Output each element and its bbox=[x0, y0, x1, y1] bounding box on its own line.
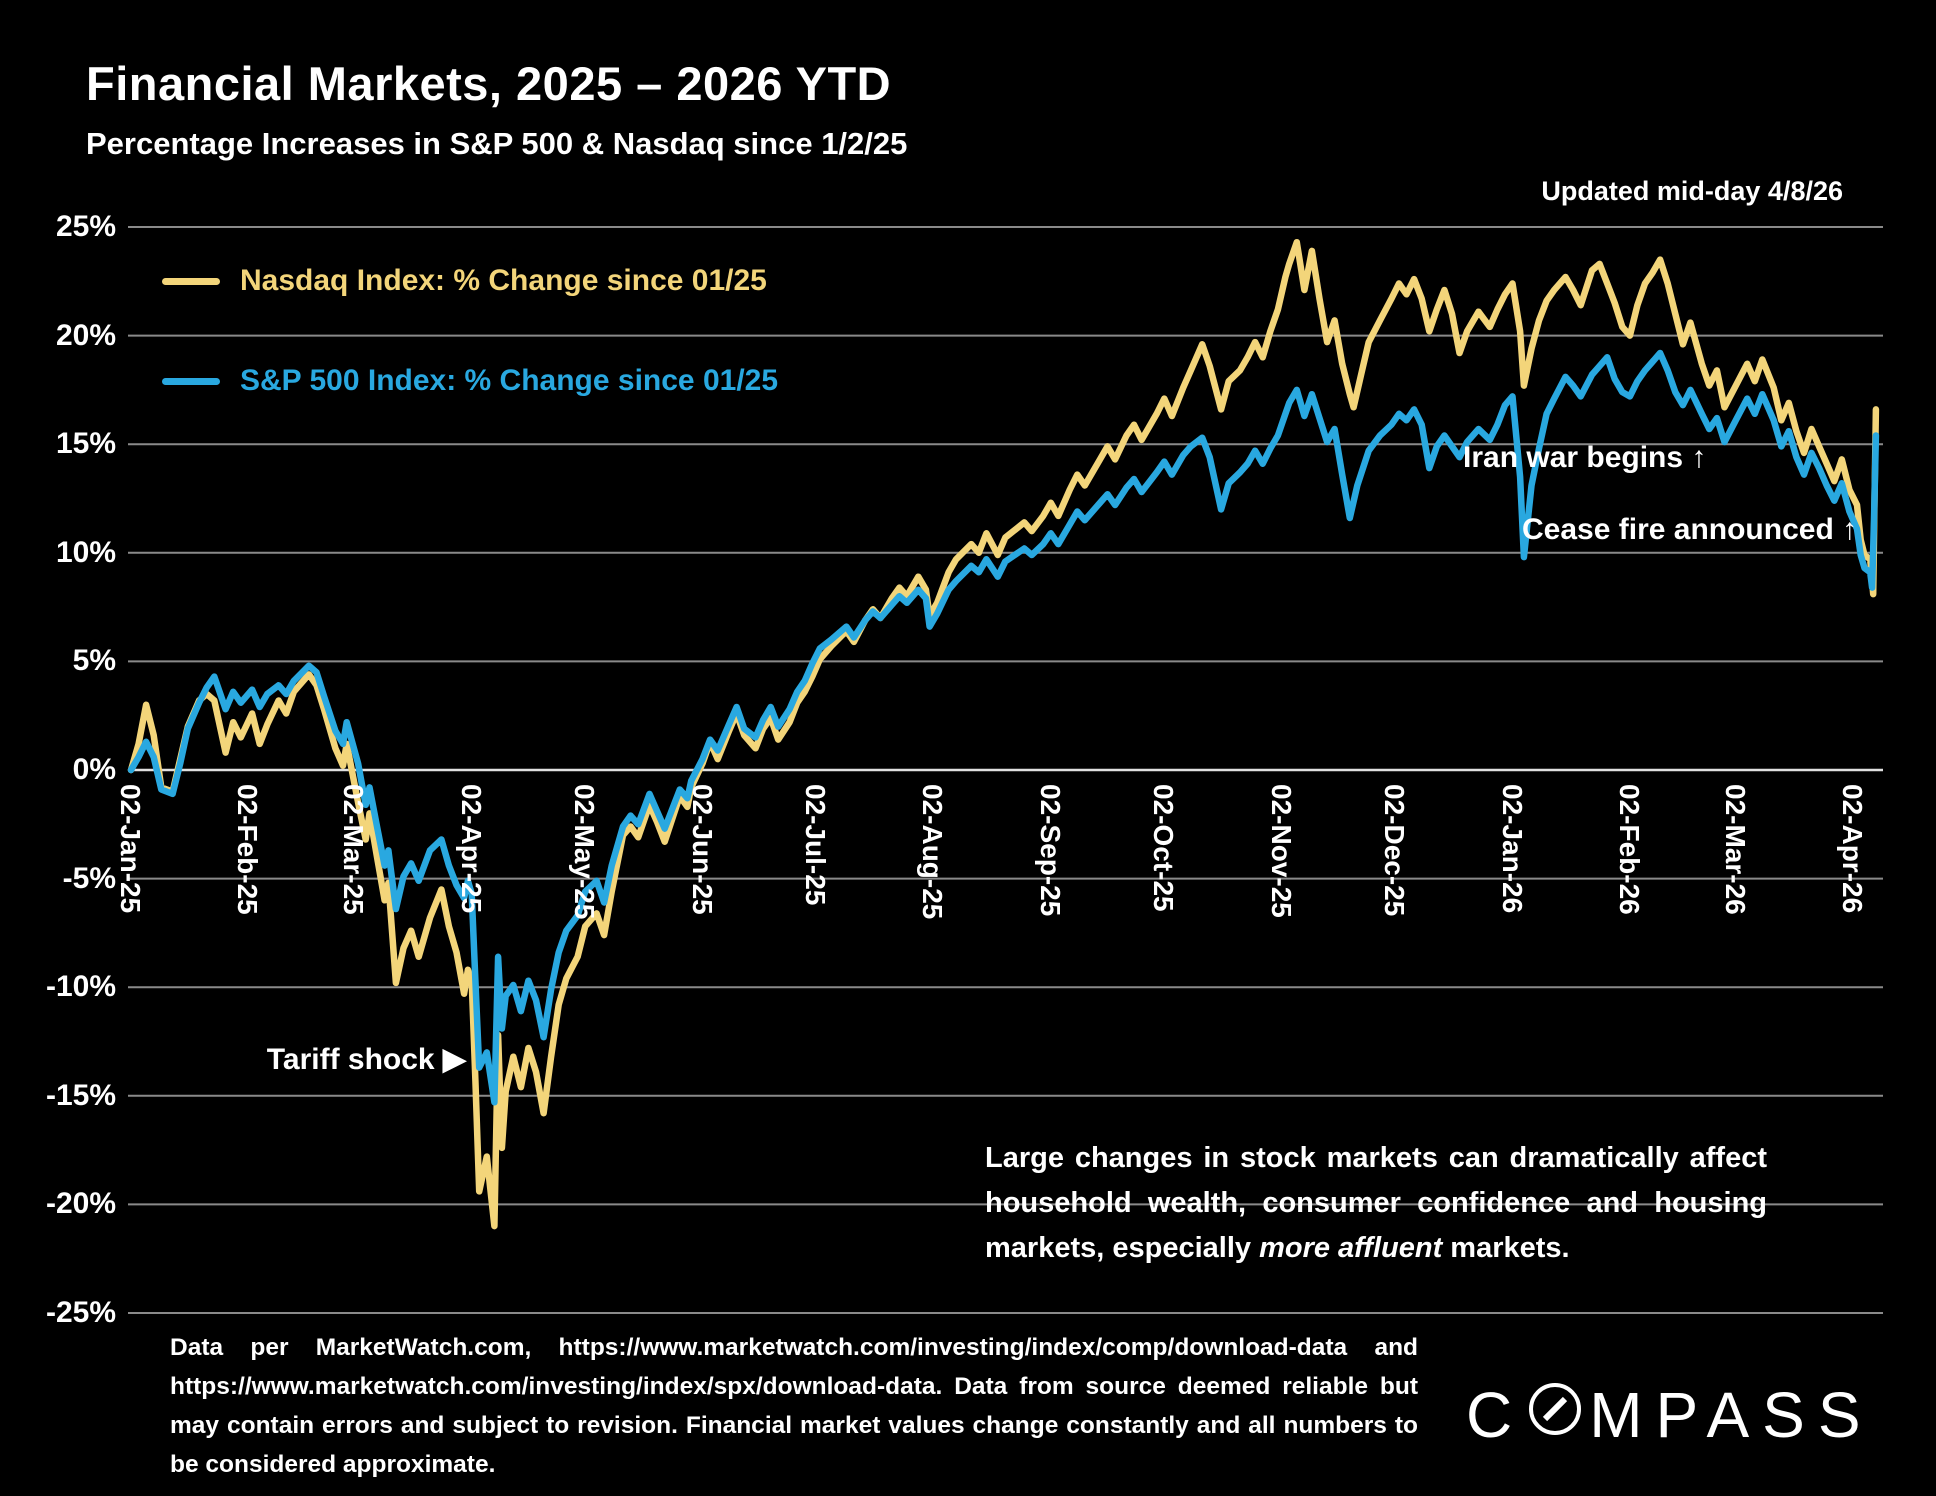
x-tick-label-02-Jul-25: 02-Jul-25 bbox=[800, 784, 832, 906]
commentary-paragraph: Large changes in stock markets can drama… bbox=[985, 1136, 1767, 1271]
sp500-line-swatch-icon bbox=[162, 377, 220, 385]
x-tick-label-02-Mar-25: 02-Mar-25 bbox=[338, 784, 370, 915]
y-tick-label-20: 20% bbox=[55, 318, 116, 352]
x-tick-label-02-Nov-25: 02-Nov-25 bbox=[1265, 784, 1297, 918]
commentary-text-1: Large changes in stock markets can drama… bbox=[985, 1142, 1767, 1264]
y-tick-label--20: -20% bbox=[45, 1187, 116, 1221]
compass-needle-icon bbox=[1527, 1378, 1583, 1452]
updated-note: Updated mid-day 4/8/26 bbox=[1541, 176, 1843, 206]
x-tick-label-02-Dec-25: 02-Dec-25 bbox=[1379, 784, 1411, 917]
legend-item-sp500: S&P 500 Index: % Change since 01/25 bbox=[162, 364, 778, 398]
y-tick-label-0: 0% bbox=[72, 753, 116, 786]
y-tick-label-25: 25% bbox=[55, 210, 116, 243]
compass-logo-text-pre: C bbox=[1466, 1379, 1526, 1451]
series-lines bbox=[127, 238, 1880, 1230]
y-tick-label--25: -25% bbox=[45, 1296, 116, 1329]
x-tick-label-02-May-25: 02-May-25 bbox=[569, 784, 601, 920]
y-tick-label-10: 10% bbox=[55, 535, 116, 569]
x-tick-label-02-Jun-25: 02-Jun-25 bbox=[686, 784, 718, 915]
x-tick-label-02-Feb-26: 02-Feb-26 bbox=[1613, 784, 1645, 915]
x-tick-label-02-Feb-25: 02-Feb-25 bbox=[232, 784, 264, 915]
annotation-iran-war: Iran war begins ↑ bbox=[1463, 441, 1707, 474]
y-tick-label-5: 5% bbox=[72, 644, 116, 678]
y-tick-label--10: -10% bbox=[45, 970, 116, 1004]
x-tick-label-02-Aug-25: 02-Aug-25 bbox=[917, 784, 949, 920]
commentary-text-italic: more affluent bbox=[1259, 1232, 1443, 1264]
compass-logo: C MPASS bbox=[1466, 1378, 1874, 1452]
x-tick-label-02-Jan-25: 02-Jan-25 bbox=[115, 784, 146, 914]
legend-item-nasdaq: Nasdaq Index: % Change since 01/25 bbox=[162, 264, 767, 298]
x-tick-label-02-Oct-25: 02-Oct-25 bbox=[1148, 784, 1180, 912]
compass-logo-text-post: MPASS bbox=[1589, 1379, 1874, 1451]
x-tick-label-02-Sep-25: 02-Sep-25 bbox=[1034, 784, 1066, 917]
annotation-cease-fire: Cease fire announced ↑ bbox=[1522, 513, 1858, 546]
y-tick-label--5: -5% bbox=[62, 861, 116, 895]
annotation-tariff-shock: Tariff shock ▶ bbox=[266, 1043, 466, 1076]
legend-label-sp500: S&P 500 Index: % Change since 01/25 bbox=[240, 364, 779, 397]
series-line-sp500 bbox=[127, 349, 1880, 1106]
commentary-text-2: markets. bbox=[1442, 1232, 1570, 1264]
page-subtitle: Percentage Increases in S&P 500 & Nasdaq… bbox=[86, 126, 908, 161]
y-tick-label-15: 15% bbox=[55, 427, 116, 461]
x-tick-label-02-Jan-26: 02-Jan-26 bbox=[1496, 784, 1528, 914]
legend-label-nasdaq: Nasdaq Index: % Change since 01/25 bbox=[240, 264, 767, 297]
page-title: Financial Markets, 2025 – 2026 YTD bbox=[86, 57, 892, 110]
x-tick-label-02-Apr-25: 02-Apr-25 bbox=[455, 784, 487, 914]
x-tick-label-02-Apr-26: 02-Apr-26 bbox=[1837, 784, 1869, 914]
x-tick-label-02-Mar-26: 02-Mar-26 bbox=[1719, 784, 1751, 915]
y-tick-label--15: -15% bbox=[45, 1078, 116, 1112]
footnote-disclaimer: Data per MarketWatch.com, https://www.ma… bbox=[170, 1334, 1418, 1478]
nasdaq-line-swatch-icon bbox=[162, 277, 220, 285]
series-line-nasdaq bbox=[127, 238, 1880, 1230]
